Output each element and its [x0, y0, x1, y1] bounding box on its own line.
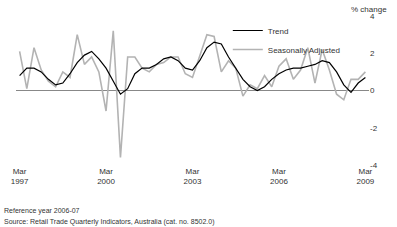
svg-text:Mar2006: Mar2006: [270, 167, 288, 186]
svg-text:Seasonally Adjusted: Seasonally Adjusted: [268, 46, 340, 55]
svg-text:-4: -4: [370, 161, 378, 170]
svg-text:-2: -2: [370, 124, 378, 133]
svg-text:0: 0: [370, 86, 375, 95]
svg-text:Mar2000: Mar2000: [97, 167, 115, 186]
svg-text:Mar2009: Mar2009: [357, 167, 375, 186]
svg-text:Mar2003: Mar2003: [184, 167, 202, 186]
svg-text:2: 2: [370, 49, 375, 58]
svg-text:% change: % change: [351, 5, 387, 14]
svg-text:4: 4: [370, 12, 375, 21]
svg-text:Mar1997: Mar1997: [11, 167, 29, 186]
svg-text:Source: Retail Trade Quarterly: Source: Retail Trade Quarterly Indicator…: [4, 218, 215, 226]
svg-text:Trend: Trend: [268, 27, 289, 36]
svg-text:Reference year 2006-07: Reference year 2006-07: [4, 207, 80, 215]
